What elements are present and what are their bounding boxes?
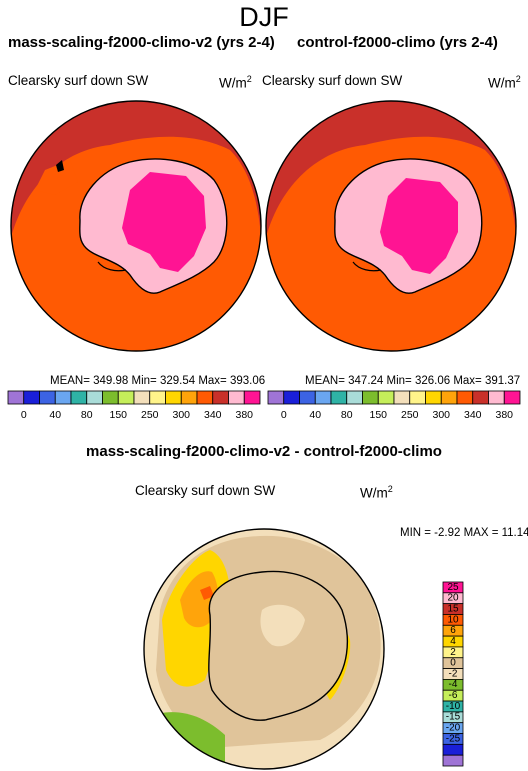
colorbar-tick-label: 150	[369, 409, 387, 421]
colorbar-swatch	[456, 390, 474, 405]
colorbar-tick-label: -4	[449, 679, 458, 690]
colorbar-swatch	[377, 390, 395, 405]
colorbar-tick-label: 0	[21, 409, 27, 421]
colorbar-tick-label: 40	[309, 409, 321, 421]
colorbar-swatch	[133, 390, 151, 405]
colorbar-swatch	[472, 390, 489, 405]
colorbar-swatch	[117, 390, 135, 405]
colorbar-swatch	[86, 390, 103, 405]
colorbar-panel-2: 0 40 80 150 250 300 340 380	[267, 390, 521, 421]
colorbar-swatch	[54, 390, 72, 405]
colorbar-tick-label: 300	[172, 409, 190, 421]
colorbar-tick-label: -20	[446, 723, 461, 734]
panel-3-units: W/m2	[360, 484, 393, 501]
colorbar-swatch	[267, 390, 285, 405]
colorbar-tick-label: 250	[401, 409, 419, 421]
colorbar-swatch	[70, 390, 88, 405]
colorbar-tick-label: 15	[447, 603, 459, 614]
colorbar-swatch	[228, 390, 245, 405]
units-exponent: 2	[515, 74, 521, 84]
colorbar-tick-label: -6	[449, 690, 458, 701]
colorbar-tick-label: 150	[109, 409, 127, 421]
colorbar-swatch	[283, 390, 300, 405]
colorbar-swatch	[23, 390, 40, 405]
colorbar-swatch	[425, 390, 442, 405]
colorbar-swatch	[440, 390, 458, 405]
panel-1-units: W/m2	[219, 74, 252, 91]
colorbar-tick-label: 340	[204, 409, 222, 421]
units-base: W/m	[488, 75, 516, 91]
colorbar-tick-label: 25	[447, 582, 459, 593]
colorbar-swatch	[393, 390, 411, 405]
colorbar-tick-label: 40	[49, 409, 61, 421]
colorbar-swatch	[212, 390, 229, 405]
colorbar-swatch	[243, 390, 261, 405]
colorbar-swatch	[409, 390, 426, 405]
map-panel-1	[10, 100, 262, 352]
panel-3-stats: MIN = -2.92 MAX = 11.14	[400, 527, 528, 539]
colorbar-tick-label: 2	[450, 647, 456, 658]
panel-2-variable: Clearsky surf down SW	[262, 73, 403, 88]
colorbar-tick-label: 80	[81, 409, 93, 421]
units-base: W/m	[360, 485, 388, 501]
page-title: DJF	[239, 2, 289, 32]
colorbar-swatch	[7, 390, 25, 405]
colorbar-tick-label: 80	[341, 409, 353, 421]
units-exponent: 2	[246, 74, 252, 84]
colorbar-tick-label: -10	[446, 701, 461, 712]
colorbar-swatch	[39, 390, 56, 405]
colorbar-swatch	[346, 390, 363, 405]
colorbar-tick-label: 20	[447, 593, 459, 604]
colorbar-tick-label: 6	[450, 625, 456, 636]
panel-2-title: control-f2000-climo (yrs 2-4)	[297, 34, 498, 51]
units-base: W/m	[219, 75, 247, 91]
panel-1-title: mass-scaling-f2000-climo-v2 (yrs 2-4)	[8, 34, 275, 51]
colorbar-tick-label: 300	[432, 409, 450, 421]
panel-3-variable: Clearsky surf down SW	[135, 483, 276, 498]
colorbar-swatch	[196, 390, 214, 405]
panel-3-title: mass-scaling-f2000-climo-v2 - control-f2…	[86, 443, 442, 460]
colorbar-tick-label: 380	[495, 409, 513, 421]
colorbar-swatch	[362, 390, 379, 405]
colorbar-tick-label: 380	[235, 409, 253, 421]
colorbar-tick-label: 250	[141, 409, 159, 421]
colorbar-tick-label: 10	[447, 614, 459, 625]
panel-1-stats: MEAN= 349.98 Min= 329.54 Max= 393.06	[50, 375, 266, 387]
colorbar-swatch	[299, 390, 316, 405]
units-exponent: 2	[387, 484, 393, 494]
colorbar-swatch	[314, 390, 332, 405]
colorbar-tick-label: 0	[450, 658, 456, 669]
colorbar-swatch	[503, 390, 521, 405]
colorbar-tick-label: 4	[450, 636, 456, 647]
colorbar-tick-label: 340	[464, 409, 482, 421]
colorbar-tick-label: -2	[449, 668, 458, 679]
colorbar-tick-label: 0	[281, 409, 287, 421]
colorbar-swatch	[165, 390, 182, 405]
panel-2-units: W/m2	[488, 74, 521, 91]
colorbar-panel-1: 0 40 80 150 250 300 340 380	[7, 390, 261, 421]
colorbar-swatch	[442, 754, 464, 767]
colorbar-swatch	[149, 390, 166, 405]
colorbar-swatch	[102, 390, 119, 405]
map-panel-3	[143, 528, 385, 770]
colorbar-swatch	[330, 390, 348, 405]
colorbar-tick-label: -25	[446, 733, 461, 744]
colorbar-swatch	[180, 390, 198, 405]
colorbar-swatch	[442, 743, 464, 756]
panel-1-variable: Clearsky surf down SW	[8, 73, 149, 88]
map-panel-2	[265, 100, 517, 352]
panel-2-stats: MEAN= 347.24 Min= 326.06 Max= 391.37	[305, 375, 521, 387]
colorbar-swatch	[488, 390, 505, 405]
colorbar-tick-label: -15	[446, 712, 461, 723]
